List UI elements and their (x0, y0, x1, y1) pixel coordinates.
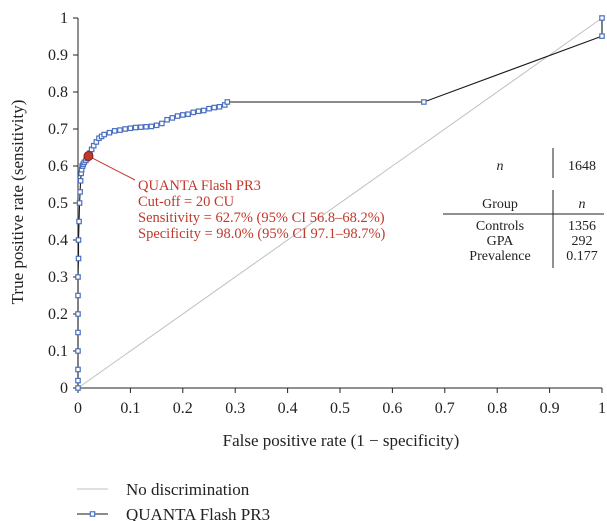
legend-label-quanta-flash-pr3: QUANTA Flash PR3 (126, 505, 270, 521)
series-layer (75, 15, 605, 391)
data-point-marker (599, 15, 605, 21)
x-tick-label: 0.9 (540, 400, 560, 417)
y-tick-label: 0.4 (48, 232, 68, 249)
table-row-value: 0.177 (566, 249, 598, 264)
data-point-marker (216, 103, 223, 110)
x-axis-ticks: 0 0.1 0.2 0.3 0.4 0.5 0.6 0.7 0.8 0.9 1 (74, 388, 606, 417)
x-tick-label: 0 (74, 400, 82, 417)
data-point-marker (75, 348, 81, 354)
y-tick-label: 0.7 (48, 121, 68, 138)
table-row-label: Prevalence (469, 249, 530, 264)
data-point-marker (148, 123, 155, 130)
data-point-marker (153, 122, 160, 129)
data-point-marker (77, 178, 84, 184)
data-point-marker (132, 124, 139, 131)
y-tick-label: 0.5 (48, 195, 68, 212)
data-point-marker (138, 124, 144, 130)
table-n-value: 1648 (568, 159, 596, 174)
data-point-marker (122, 126, 128, 132)
x-tick-label: 0.2 (173, 400, 193, 417)
data-point-marker (76, 218, 82, 225)
table-row-label: Controls (476, 219, 524, 234)
table-row-value: 292 (572, 234, 593, 249)
x-axis-label: False positive rate (1 − specificity) (223, 431, 460, 450)
legend-marker-quanta-flash-pr3 (89, 511, 96, 517)
annotation-line: Cut-off = 20 CU (138, 194, 235, 210)
data-point-marker (195, 108, 202, 115)
series-line-no-discrimination (77, 17, 603, 389)
y-axis-label: True positive rate (sensitivity) (8, 100, 27, 305)
data-point-marker (106, 129, 113, 136)
y-tick-label: 1 (60, 10, 68, 27)
x-tick-label: 0.3 (225, 400, 245, 417)
x-tick-label: 0.6 (382, 400, 402, 417)
data-point-marker (75, 377, 81, 384)
data-point-marker (421, 99, 427, 105)
x-tick-label: 0.4 (278, 400, 298, 417)
table-row-label: GPA (487, 234, 515, 249)
x-tick-label: 0.7 (435, 400, 455, 417)
y-tick-label: 0.1 (48, 343, 68, 360)
data-point-marker (169, 115, 176, 121)
data-point-marker (75, 329, 81, 336)
data-point-marker (127, 125, 134, 132)
x-tick-label: 1 (598, 400, 606, 417)
table-row-value: 1356 (568, 219, 596, 234)
data-point-marker (75, 292, 81, 299)
table-n-label: n (497, 159, 504, 174)
data-point-marker (75, 274, 81, 280)
data-point-marker (206, 105, 212, 112)
data-point-marker (180, 112, 186, 118)
y-tick-label: 0.6 (48, 158, 68, 175)
data-point-marker (117, 127, 123, 133)
annotation-line: QUANTA Flash PR3 (138, 178, 261, 194)
table-header-n: n (579, 197, 586, 212)
x-tick-label: 0.8 (487, 400, 507, 417)
data-point-marker (76, 200, 83, 206)
y-tick-label: 0.3 (48, 269, 68, 286)
x-tick-label: 0.1 (120, 400, 140, 417)
y-tick-label: 0.9 (48, 47, 68, 64)
y-axis-ticks: 0 0.1 0.2 0.3 0.4 0.5 0.6 0.7 0.8 0.9 1 (48, 10, 78, 397)
legend-label-no-discrimination: No discrimination (126, 480, 250, 499)
y-tick-label: 0.8 (48, 84, 68, 101)
data-point-marker (75, 311, 81, 317)
cutoff-leader-line (88, 155, 136, 181)
y-tick-label: 0.2 (48, 306, 68, 323)
table-header-group: Group (482, 197, 518, 212)
data-point-marker (75, 237, 82, 243)
data-point-marker (101, 131, 108, 138)
data-point-marker (143, 123, 149, 130)
x-tick-label: 0.5 (330, 400, 350, 417)
cutoff-point-marker (83, 151, 94, 162)
data-point-marker (75, 255, 82, 262)
data-point-marker (200, 107, 207, 114)
data-point-marker (174, 113, 181, 119)
data-point-marker (111, 128, 118, 134)
annotation-line: Sensitivity = 62.7% (95% CI 56.8–68.2%) (138, 210, 385, 226)
legend: No discrimination QUANTA Flash PR3 (77, 480, 270, 521)
data-point-marker (75, 366, 81, 373)
data-point-marker (164, 116, 170, 123)
data-point-marker (159, 120, 165, 127)
data-point-marker (75, 385, 81, 391)
annotation-line: Specificity = 98.0% (95% CI 97.1–98.7%) (138, 226, 386, 242)
data-point-marker (599, 33, 605, 39)
summary-table: n 1648 Group n Controls 1356 GPA 292 Prevalence 0… (443, 148, 604, 268)
data-point-marker (185, 111, 191, 118)
y-tick-label: 0 (60, 380, 68, 397)
data-point-marker (77, 189, 83, 195)
data-point-marker (190, 109, 197, 116)
data-point-marker (211, 104, 218, 111)
data-point-marker (224, 99, 231, 105)
